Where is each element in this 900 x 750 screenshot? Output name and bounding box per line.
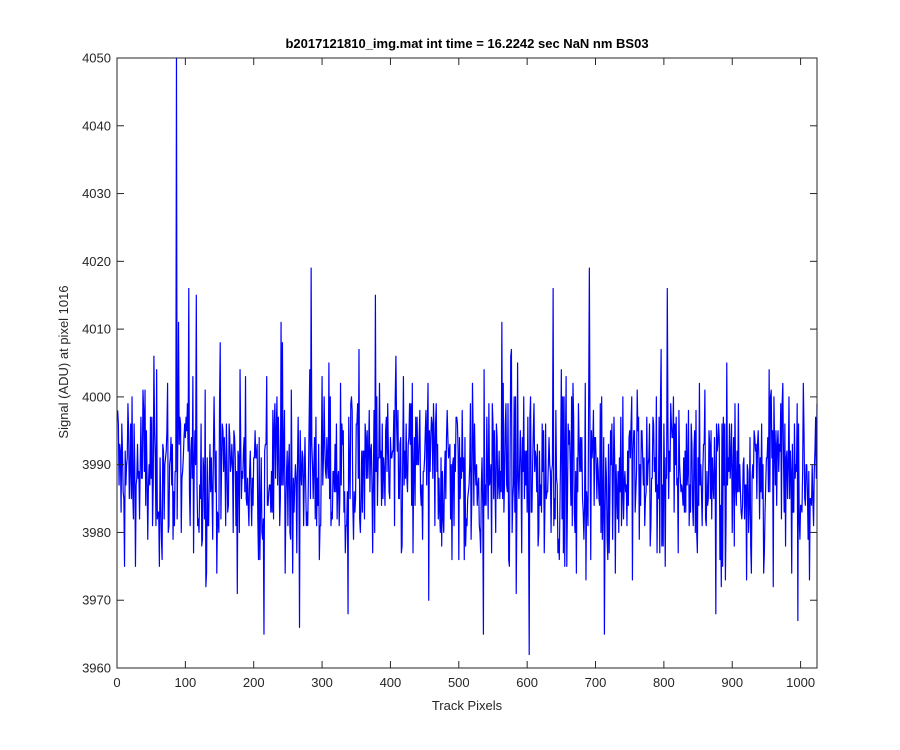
x-tick-label: 100: [175, 675, 197, 690]
y-tick-label: 3990: [82, 457, 111, 472]
y-tick-label: 4030: [82, 186, 111, 201]
x-tick-label: 700: [585, 675, 607, 690]
y-tick-label: 4020: [82, 254, 111, 269]
series-line: [117, 57, 818, 656]
x-tick-label: 1000: [786, 675, 815, 690]
axes-background: [117, 58, 817, 668]
axes-box: [116, 57, 818, 669]
x-tick-label: 900: [721, 675, 743, 690]
chart-title: b2017121810_img.mat int time = 16.2242 s…: [285, 36, 648, 51]
x-tick-label: 0: [113, 675, 120, 690]
y-tick-label: 3970: [82, 593, 111, 608]
y-tick-label: 3980: [82, 525, 111, 540]
y-tick-label: 4050: [82, 51, 111, 66]
y-tick-label: 4000: [82, 389, 111, 404]
y-tick-label: 4040: [82, 118, 111, 133]
x-tick-label: 200: [243, 675, 265, 690]
x-tick-label: 400: [380, 675, 402, 690]
plot-area: 0 100 200 300 400 500 600 700 800 900 1000 3960 3970…: [82, 51, 818, 690]
x-tick-label: 300: [311, 675, 333, 690]
x-tick-label: 600: [516, 675, 538, 690]
y-tick-label: 4010: [82, 322, 111, 337]
y-tick-label: 3960: [82, 661, 111, 676]
x-tick-label: 800: [653, 675, 675, 690]
y-axis-label: Signal (ADU) at pixel 1016: [56, 285, 71, 438]
x-axis-label: Track Pixels: [432, 698, 503, 713]
x-tick-label: 500: [448, 675, 470, 690]
